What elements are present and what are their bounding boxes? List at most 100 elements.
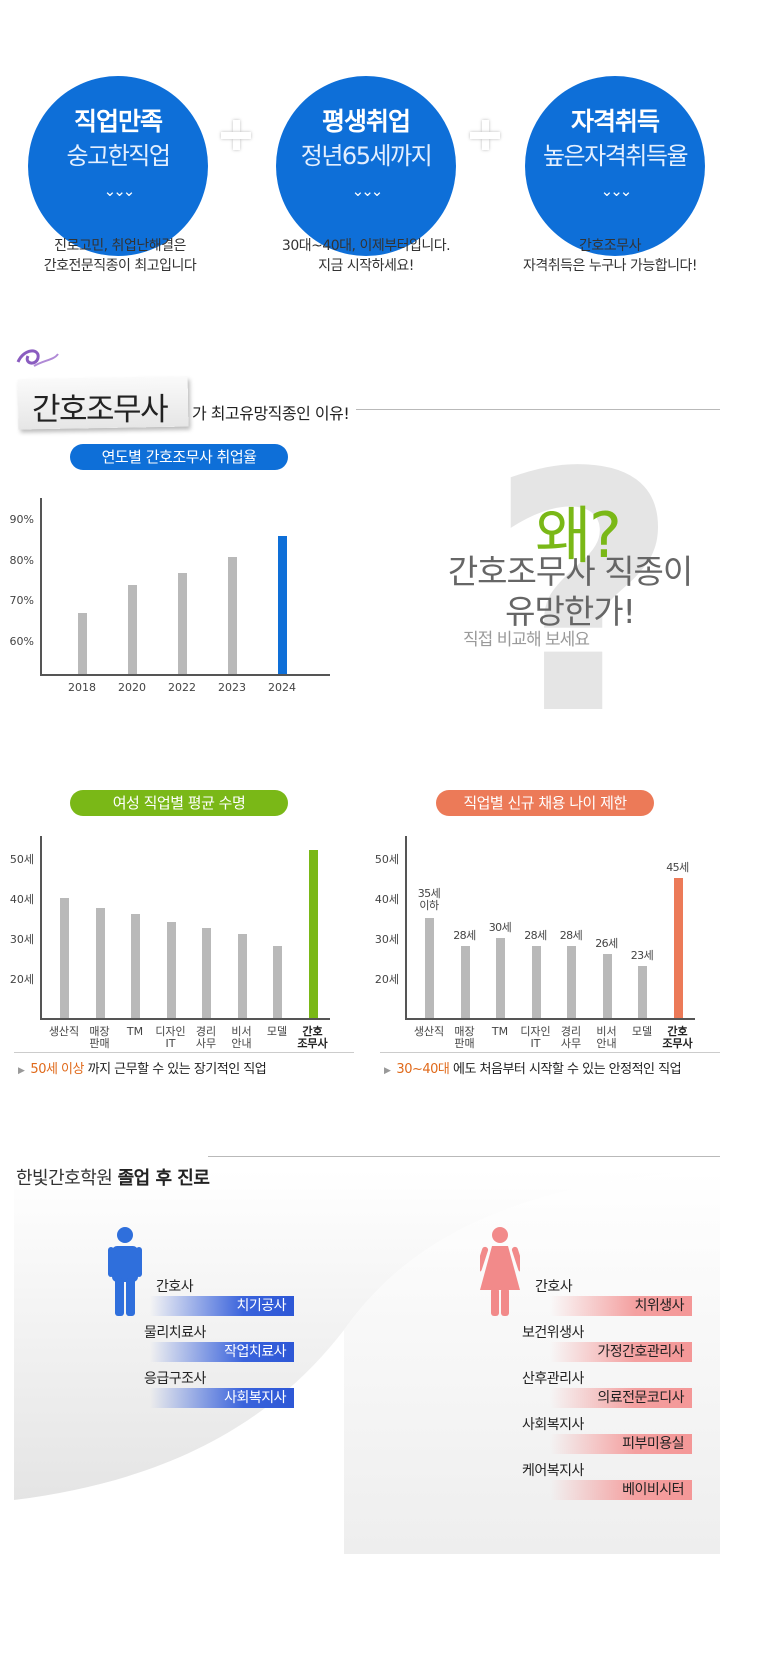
chart-bar [78,613,87,674]
career-highlight-item: 사회복지사 [150,1388,294,1408]
benefit-circle-3: 자격취득 높은자격취득율 ⌄⌄⌄ [525,76,705,256]
benefit-title: 자격취득 [570,107,660,136]
benefit-subtitle: 정년65세까지 [300,142,433,170]
x-tick-label: 경리 사무 [195,1025,217,1050]
note-text: 에도 처음부터 시작할 수 있는 안정적인 직업 [453,1062,682,1077]
data-label: 35세 이하 [417,887,441,912]
x-tick-label: 매장 판매 [89,1025,110,1050]
career-highlight-item: 치위생사 [550,1296,692,1316]
triangle-bullet-icon: ▶ [384,1066,391,1076]
desc-line: 간호전문직종이 최고입니다 [43,258,197,274]
x-tick-label: 비서 안내 [231,1025,252,1050]
x-tick-label: 디자인 IT [520,1025,551,1050]
career-highlight-item: 치기공사 [150,1296,294,1316]
chart2-note: ▶ 50세 이상 까지 근무할 수 있는 장기적인 직업 [18,1058,267,1077]
chevron-down-icon: ⌄⌄⌄ [103,182,136,200]
chart1-title-pill: 연도별 간호조무사 취업율 [70,444,288,470]
career-item: 보건위생사 [522,1325,584,1341]
divider [380,1052,720,1053]
question-line-2: 유망한가! [505,592,636,631]
chart-bar [567,946,576,1018]
chart-bar [273,946,282,1018]
chevron-down-icon: ⌄⌄⌄ [600,182,633,200]
x-axis [405,1018,695,1020]
x-tick-label: 생산직 [413,1025,445,1038]
note-highlight: 30~40대 [396,1062,450,1077]
chevron-down-icon: ⌄⌄⌄ [351,182,384,200]
desc-line: 지금 시작하세요! [318,258,414,274]
question-wae: 왜? [535,499,622,572]
plus-icon [470,120,500,150]
x-tick-label: 2022 [168,681,196,694]
benefit-desc-1: 진로고민, 취업난해결은 간호전문직종이 최고입니다 [0,236,240,276]
y-axis [405,836,407,1020]
chart-bar [228,556,237,674]
benefit-title: 직업만족 [73,107,163,136]
x-axis [40,674,330,676]
chart2-title-pill: 여성 직업별 평균 수명 [70,790,288,816]
benefit-desc-3: 간호조무사 자격취득은 누구나 가능합니다! [490,236,730,276]
x-tick-label: 생산직 [48,1025,80,1038]
data-label: 23세 [630,949,654,962]
y-axis [40,498,42,676]
benefit-desc-2: 30대~40대, 이제부터입니다. 지금 시작하세요! [246,236,486,276]
x-tick-label: 2024 [268,681,296,694]
y-tick-label: 30세 [9,933,34,946]
benefit-title: 평생취업 [321,107,411,136]
x-tick-label: 2020 [118,681,146,694]
plus-icon [221,120,251,150]
y-tick-label: 70% [9,594,34,608]
chart-bar [60,898,69,1018]
chart3-note: ▶ 30~40대 에도 처음부터 시작할 수 있는 안정적인 직업 [384,1058,682,1077]
question-line-3: 직접 비교해 보세요 [463,630,590,650]
x-tick-label: 2018 [68,681,96,694]
chart-bar [496,938,505,1018]
chart3-title-pill: 직업별 신규 채용 나이 제한 [436,790,654,816]
y-tick-label: 40세 [9,893,34,906]
chart-bar [638,966,647,1018]
chart-bar [425,918,434,1018]
section-tag-title: 간호조무사 [32,392,169,428]
data-label: 28세 [559,929,583,942]
x-tick-label: 매장 판매 [454,1025,475,1050]
swirl-decoration-icon [16,349,59,367]
y-tick-label: 80% [9,553,34,567]
x-tick-label: 비서 안내 [596,1025,617,1050]
note-highlight: 50세 이상 [30,1062,84,1077]
benefit-circle-2: 평생취업 정년65세까지 ⌄⌄⌄ [276,76,456,256]
x-tick-label: 간호 조무사 [297,1025,328,1050]
career-highlight-item: 작업치료사 [150,1342,294,1362]
career-highlight-item: 베이비시터 [550,1480,692,1500]
section3-title-pre: 한빛간호학원 [16,1168,113,1189]
chart-bar [166,922,176,1018]
benefit-subtitle: 높은자격취득율 [542,142,689,170]
y-tick-label: 60% [9,634,34,648]
data-label: 45세 [666,861,689,874]
chart-bar [128,584,137,674]
data-label: 26세 [595,937,618,950]
female-person-icon [480,1227,520,1316]
chart-bar [460,946,470,1018]
desc-line: 30대~40대, 이제부터입니다. [281,238,451,254]
x-tick-label: 경리 사무 [560,1025,582,1050]
chart-bar [308,850,318,1018]
career-item: 응급구조사 [144,1371,206,1387]
x-axis [40,1018,330,1020]
x-tick-label: 간호 조무사 [662,1025,693,1050]
data-label: 30세 [488,921,512,934]
question-mark-icon: ? [488,403,680,787]
x-tick-label: 모델 [266,1025,288,1038]
chart-bar [237,934,247,1018]
x-tick-label: 모델 [631,1025,653,1038]
career-item: 간호사 [535,1279,573,1295]
question-line-1: 간호조무사 직종이 [447,552,693,591]
triangle-bullet-icon: ▶ [18,1066,25,1076]
y-tick-label: 90% [9,513,34,527]
section3-title: 한빛간호학원 졸업 후 진로 [16,1164,210,1190]
chart-bar [95,908,105,1018]
chart-bar [278,536,287,674]
career-item: 산후관리사 [522,1371,584,1387]
chart-bar [602,954,612,1018]
y-tick-label: 50세 [9,853,34,866]
note-text: 까지 근무할 수 있는 장기적인 직업 [87,1062,267,1077]
